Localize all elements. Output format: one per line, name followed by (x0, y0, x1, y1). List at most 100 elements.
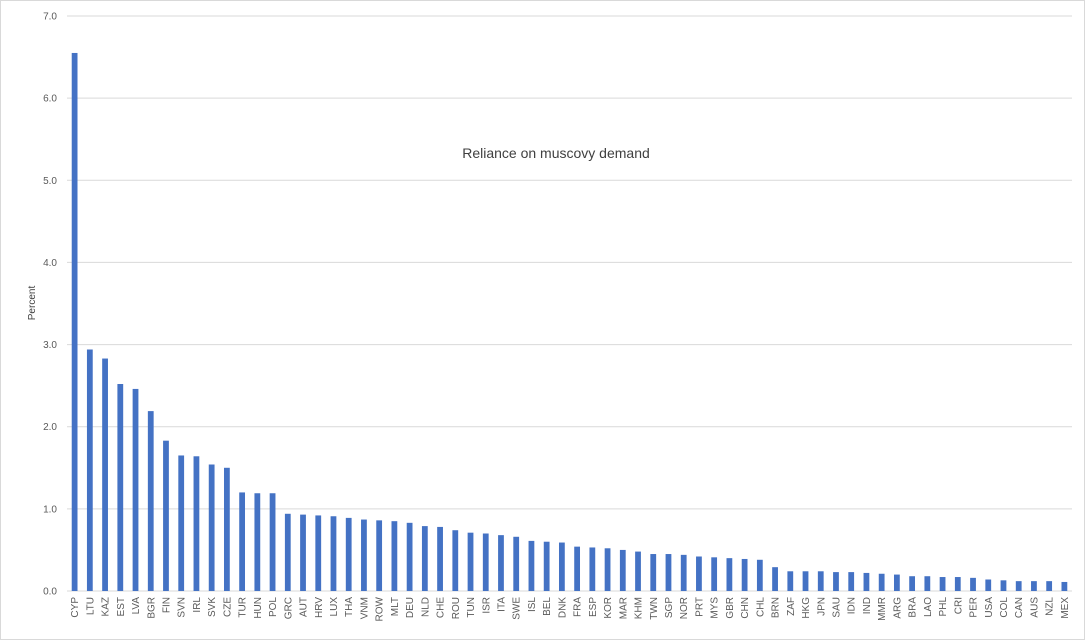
x-tick-label: IDN (847, 597, 858, 614)
x-tick-label: IRL (192, 597, 203, 613)
bar-bel (543, 541, 550, 591)
y-tick-label: 5.0 (43, 176, 57, 187)
bar-hkg (802, 571, 809, 591)
bar-mar (619, 549, 626, 591)
x-tick-label: SGP (664, 597, 675, 618)
bar-arg (893, 574, 900, 591)
bar-jpn (817, 571, 824, 591)
bar-twn (650, 554, 657, 591)
bar-tun (467, 532, 474, 591)
bar-dnk (558, 542, 565, 591)
x-tick-label: LUX (329, 597, 340, 617)
bar-phl (939, 577, 946, 591)
bar-row (376, 520, 383, 591)
x-tick-label: FIN (161, 597, 172, 613)
x-tick-label: NOR (679, 597, 690, 619)
x-tick-label: AUS (1029, 597, 1040, 618)
bar-svk (208, 464, 215, 591)
bar-irl (193, 456, 200, 591)
x-tick-label: SWE (512, 597, 523, 620)
bar-fra (574, 546, 581, 591)
x-tick-label: IND (862, 597, 873, 614)
bar-tha (345, 517, 352, 591)
x-tick-label: CYP (70, 597, 81, 618)
bar-ltu (86, 349, 93, 591)
bar-deu (406, 522, 413, 591)
bar-sau (833, 572, 839, 591)
bar-rou (452, 530, 459, 591)
x-tick-label: THA (344, 597, 355, 617)
bar-gbr (726, 558, 733, 591)
x-tick-label: MLT (390, 597, 401, 616)
y-tick-label: 0.0 (43, 587, 57, 598)
chart-title: Reliance on muscovy demand (462, 145, 650, 161)
bar-kor (604, 548, 611, 591)
x-tick-label: SVK (207, 597, 218, 617)
x-tick-label: CHL (755, 597, 766, 617)
x-tick-label: CZE (222, 597, 233, 617)
y-tick-label: 1.0 (43, 504, 57, 515)
x-tick-label: TUR (238, 597, 249, 618)
bar-hrv (315, 515, 322, 591)
x-tick-label: POL (268, 597, 279, 617)
x-tick-label: CRI (953, 597, 964, 614)
bar-che (437, 526, 443, 591)
x-tick-label: BRA (908, 597, 919, 618)
bar-brn (772, 567, 778, 591)
bar-aut (300, 514, 306, 591)
bar-cyp (71, 52, 78, 591)
bar-mex (1061, 581, 1068, 591)
x-tick-label: ROW (375, 596, 386, 621)
bar-tur (239, 492, 246, 591)
bar-pol (269, 493, 276, 591)
bar-nld (421, 526, 428, 591)
bar-hun (254, 493, 261, 591)
x-tick-label: JPN (816, 597, 827, 616)
bar-ind (863, 572, 870, 591)
bar-esp (589, 547, 596, 591)
x-tick-label: BRN (771, 597, 782, 618)
y-tick-label: 7.0 (43, 12, 57, 23)
x-tick-label: BGR (146, 597, 157, 619)
x-tick-label: MAR (618, 597, 629, 619)
bar-vnm (361, 519, 367, 591)
y-tick-label: 4.0 (43, 258, 57, 269)
x-tick-label: COL (999, 597, 1010, 618)
x-tick-label: KOR (603, 597, 614, 619)
x-tick-label: LVA (131, 597, 142, 615)
x-tick-label: VNM (359, 597, 370, 619)
x-tick-label: ITA (496, 597, 507, 612)
x-tick-label: ZAF (786, 597, 797, 616)
bar-chn (741, 558, 748, 591)
gridlines (67, 15, 1072, 592)
x-tick-label: SVN (177, 597, 188, 618)
bar-bgr (147, 411, 154, 591)
x-tick-label: HRV (314, 597, 325, 618)
x-tick-label: ARG (892, 597, 903, 619)
x-tick-label: MYS (710, 597, 721, 619)
x-tick-label: PRT (694, 597, 705, 617)
bar-lux (330, 516, 337, 591)
bar-mmr (878, 573, 885, 591)
y-tick-label: 3.0 (43, 340, 57, 351)
x-tick-label: TUN (466, 597, 477, 618)
x-tick-label: DEU (405, 597, 416, 618)
bar-ita (498, 535, 504, 591)
x-tick-label: MEX (1060, 597, 1071, 619)
x-tick-label: CHN (740, 597, 751, 619)
x-tick-label: MMR (877, 597, 888, 621)
x-tick-label: NLD (420, 597, 431, 617)
bar-usa (985, 579, 992, 591)
x-tick-label: GBR (725, 597, 736, 619)
x-tick-label: ISR (481, 597, 492, 614)
bar-nzl (1046, 581, 1053, 591)
x-tick-label: DNK (557, 597, 568, 618)
bar-aus (1031, 581, 1037, 591)
y-axis-title: Percent (27, 286, 38, 321)
bar-svn (178, 455, 185, 591)
x-tick-label: FRA (573, 597, 584, 617)
bar-isr (482, 533, 489, 591)
x-tick-label: AUT (299, 597, 310, 617)
x-tick-label: NZL (1045, 597, 1056, 616)
